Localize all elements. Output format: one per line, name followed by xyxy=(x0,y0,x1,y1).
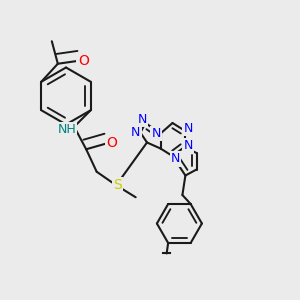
Text: N: N xyxy=(131,126,141,139)
Text: O: O xyxy=(106,136,117,150)
Text: N: N xyxy=(183,139,193,152)
Text: N: N xyxy=(171,152,180,166)
Text: O: O xyxy=(78,54,89,68)
Text: N: N xyxy=(151,127,161,140)
Text: N: N xyxy=(183,122,193,135)
Text: S: S xyxy=(113,178,122,192)
Text: NH: NH xyxy=(57,123,76,136)
Text: N: N xyxy=(138,113,147,126)
